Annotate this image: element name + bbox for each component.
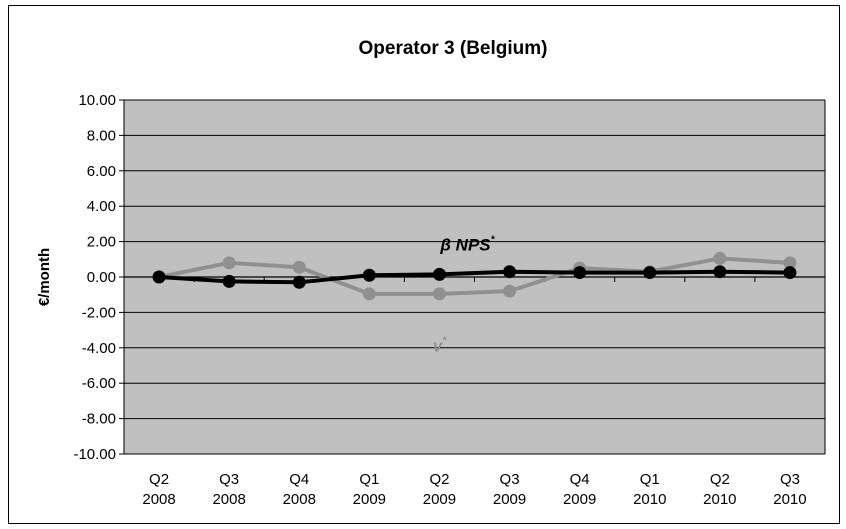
data-point bbox=[222, 256, 236, 270]
data-point bbox=[362, 268, 376, 282]
y-tick-label: 6.00 bbox=[87, 163, 116, 180]
data-point bbox=[643, 266, 657, 280]
x-tick-label: Q1 2010 bbox=[633, 471, 666, 508]
x-tick-label: Q3 2009 bbox=[493, 471, 526, 508]
data-point bbox=[573, 266, 587, 280]
y-tick-label: -6.00 bbox=[82, 375, 116, 392]
data-point bbox=[713, 251, 727, 265]
x-tick-label: Q4 2009 bbox=[563, 471, 596, 508]
data-point bbox=[432, 267, 446, 281]
y-tick-label: -10.00 bbox=[73, 446, 116, 463]
y-tick-label: -4.00 bbox=[82, 340, 116, 357]
data-point bbox=[713, 265, 727, 279]
data-point bbox=[783, 256, 797, 270]
gridlines bbox=[124, 134, 825, 420]
x-tick-label: Q2 2009 bbox=[423, 471, 456, 508]
data-point bbox=[292, 275, 306, 289]
x-tick-label: Q4 2008 bbox=[283, 471, 316, 508]
x-tick-label: Q1 2009 bbox=[353, 471, 386, 508]
x-tick-label: Q2 2010 bbox=[703, 471, 736, 508]
y-tick-label: -8.00 bbox=[82, 411, 116, 428]
y-tick-label: 0.00 bbox=[87, 269, 116, 286]
y-axis-label: €/month bbox=[36, 248, 53, 306]
y-tick-labels: 10.00 8.00 6.00 4.00 2.00 0.00 -2.00 -4.00 -6.00… bbox=[73, 92, 116, 463]
series-line bbox=[158, 269, 790, 285]
chart-title: Operator 3 (Belgium) bbox=[359, 38, 548, 59]
y-tick-label: 10.00 bbox=[78, 92, 116, 109]
chart: Operator 3 (Belgium) 10.00 8.00 6.00 4.00 2.… bbox=[36, 38, 826, 508]
x-tick-label: Q2 2008 bbox=[142, 471, 175, 508]
data-point bbox=[362, 287, 376, 301]
data-point bbox=[432, 287, 446, 301]
data-point bbox=[152, 270, 166, 284]
x-tick-label: Q3 2008 bbox=[212, 471, 245, 508]
data-point bbox=[503, 284, 517, 298]
axes bbox=[119, 99, 826, 455]
series-line bbox=[158, 256, 791, 296]
y-tick-label: 4.00 bbox=[87, 198, 116, 215]
data-point bbox=[783, 266, 797, 280]
series bbox=[152, 251, 797, 301]
y-tick-label: 8.00 bbox=[87, 127, 116, 144]
series-annotation: β NPS* bbox=[439, 234, 495, 254]
y-tick-label: -2.00 bbox=[82, 304, 116, 321]
series-annotation: v* bbox=[433, 335, 447, 355]
chart-frame: Operator 3 (Belgium) 10.00 8.00 6.00 4.00 2.… bbox=[8, 5, 840, 524]
x-tick-label: Q3 2010 bbox=[773, 471, 806, 508]
data-point bbox=[222, 274, 236, 288]
annotations: β NPS* v* bbox=[433, 234, 496, 355]
data-point bbox=[503, 265, 517, 279]
y-tick-label: 2.00 bbox=[87, 234, 116, 251]
x-tick-labels: Q2 2008 Q3 2008 Q4 2008 Q1 2009 Q2 2009 Q3 2009 Q4 20… bbox=[142, 471, 806, 508]
data-point bbox=[292, 260, 306, 274]
